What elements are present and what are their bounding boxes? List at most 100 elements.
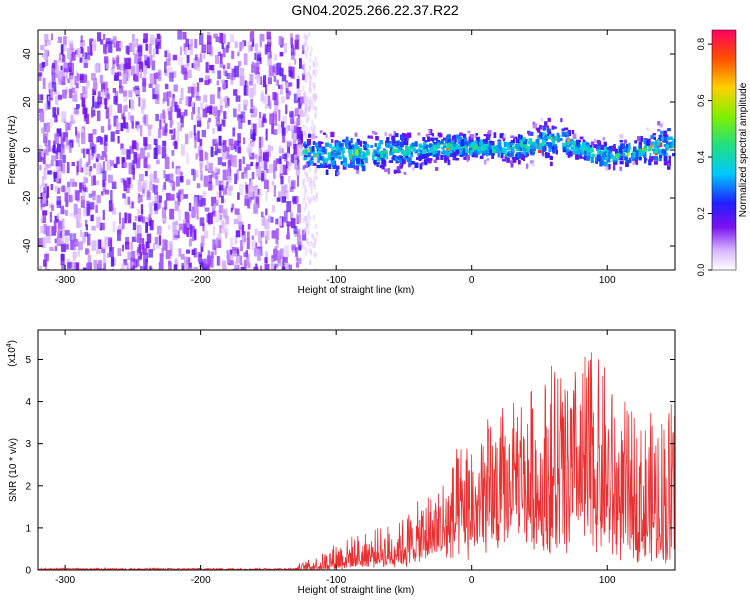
heatmap-cell (212, 127, 215, 134)
heatmap-cell (116, 118, 119, 130)
heatmap-cell (215, 36, 220, 43)
heatmap-cell (302, 229, 305, 235)
heatmap-cell (293, 135, 298, 140)
heatmap-cell (306, 96, 309, 102)
heatmap-cell (194, 170, 199, 178)
heatmap-cell (223, 198, 226, 204)
heatmap-cell (233, 140, 237, 150)
heatmap-cell (237, 192, 240, 200)
heatmap-cell (137, 46, 142, 53)
heatmap-cell (207, 162, 213, 172)
heatmap-cell (43, 133, 48, 144)
heatmap-cell (183, 256, 188, 267)
heatmap-cell (144, 258, 148, 270)
heatmap-cell (133, 258, 138, 269)
heatmap-cell (226, 149, 230, 159)
heatmap-cell (65, 137, 68, 147)
heatmap-cell (97, 96, 103, 105)
heatmap-cell (132, 34, 135, 43)
heatmap-cell (151, 35, 156, 41)
heatmap-cell (262, 152, 267, 161)
heatmap-cell (126, 262, 129, 270)
heatmap-cell (94, 102, 100, 109)
heatmap-cell (94, 64, 100, 72)
heatmap-cell (303, 90, 306, 96)
heatmap-cell (61, 264, 65, 270)
heatmap-cell (143, 114, 146, 125)
heatmap-cell (253, 266, 259, 270)
heatmap-cell (304, 107, 307, 113)
heatmap-cell (174, 140, 178, 150)
heatmap-cell (207, 106, 212, 113)
heatmap-cell (42, 149, 48, 154)
heatmap-cell (168, 262, 172, 270)
heatmap-cell (419, 163, 423, 170)
heatmap-cell (177, 108, 181, 118)
heatmap-cell (171, 181, 176, 191)
heatmap-cell (281, 74, 287, 82)
heatmap-cell (155, 44, 159, 55)
heatmap-cell (247, 41, 251, 52)
heatmap-cell (553, 126, 557, 129)
heatmap-cell (221, 221, 227, 234)
heatmap-cell (62, 43, 67, 52)
heatmap-cell (177, 121, 181, 132)
heatmap-cell (257, 189, 260, 195)
heatmap-cell (313, 181, 316, 187)
heatmap-cell (53, 60, 58, 70)
heatmap-cell (143, 33, 148, 43)
heatmap-cell (168, 173, 174, 183)
heatmap-cell (61, 76, 66, 86)
heatmap-cell (296, 150, 300, 162)
heatmap-cell (89, 142, 95, 150)
heatmap-cell (182, 67, 188, 75)
heatmap-cell (162, 239, 167, 251)
heatmap-cell (308, 31, 311, 37)
heatmap-cell (237, 133, 241, 144)
heatmap-cell (164, 61, 167, 73)
heatmap-cell (214, 138, 218, 145)
heatmap-cell (191, 101, 194, 107)
heatmap-cell (102, 161, 105, 173)
heatmap-cell (161, 185, 165, 193)
heatmap-cell (142, 81, 146, 92)
heatmap-cell (98, 260, 102, 268)
heatmap-cell (251, 140, 255, 147)
heatmap-cell (103, 43, 107, 54)
heatmap-cell (232, 250, 237, 257)
heatmap-cell (77, 142, 80, 148)
heatmap-cell (92, 40, 97, 52)
heatmap-cell (156, 202, 161, 209)
heatmap-cell (242, 224, 245, 236)
heatmap-cell (218, 205, 224, 214)
heatmap-cell (52, 107, 57, 118)
heatmap-cell (124, 195, 127, 205)
heatmap-cell (272, 111, 277, 120)
heatmap-cell (272, 129, 278, 135)
heatmap-cell (208, 174, 213, 184)
heatmap-cell (69, 53, 73, 63)
heatmap-cell (279, 165, 284, 177)
heatmap-cell (136, 64, 139, 76)
heatmap-cell (302, 183, 305, 189)
heatmap-cell (264, 44, 268, 55)
heatmap-cell (307, 241, 310, 247)
heatmap-cell (306, 117, 309, 123)
heatmap-cell (131, 236, 137, 242)
heatmap-cell (174, 257, 178, 267)
heatmap-cell (112, 207, 117, 215)
heatmap-cell (256, 196, 260, 208)
heatmap-cell (159, 119, 162, 130)
heatmap-cell (248, 81, 253, 86)
heatmap-cell (286, 234, 290, 240)
heatmap-cell (185, 38, 190, 48)
heatmap-cell (191, 168, 194, 176)
heatmap-cell (143, 156, 148, 169)
heatmap-cell (100, 40, 103, 45)
heatmap-cell (308, 216, 311, 222)
heatmap-cell (606, 158, 609, 162)
heatmap-cell (208, 78, 212, 84)
heatmap-cell (311, 120, 314, 126)
heatmap-cell (62, 89, 67, 99)
heatmap-cell (38, 72, 43, 77)
